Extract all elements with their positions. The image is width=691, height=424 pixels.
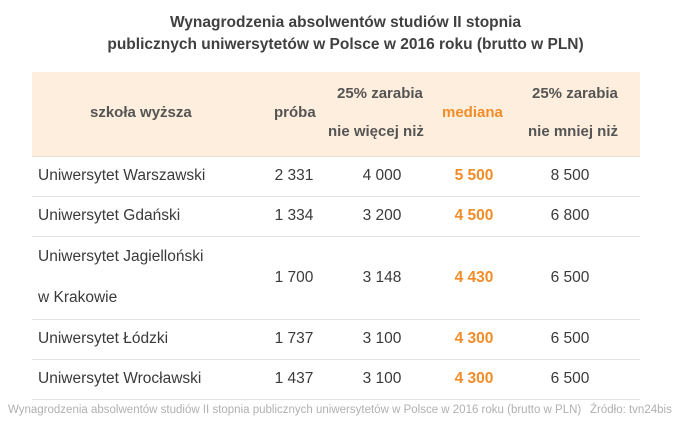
table-row: Uniwersytet Gdański 1 334 3 200 4 500 6 800 xyxy=(32,196,640,237)
school-name: Uniwersytet Wrocławski xyxy=(38,370,202,387)
title-line-2: publicznych uniwersytetów w Polsce w 201… xyxy=(107,36,584,53)
table-header: szkoła wyższa próba 25% zarabia nie więc… xyxy=(32,72,640,157)
header-school: szkoła wyższa xyxy=(90,104,192,121)
table-row: Uniwersytet Wrocławski 1 437 3 100 4 300 6 5… xyxy=(32,359,640,400)
header-p75-line2: nie mniej niż xyxy=(528,123,619,140)
sample-value: 1 700 xyxy=(274,269,314,286)
p75-value: 6 800 xyxy=(550,207,590,224)
sample-value: 1 737 xyxy=(274,330,314,347)
title-line-1: Wynagrodzenia absolwentów studiów II sto… xyxy=(169,14,522,31)
median-value: 4 500 xyxy=(454,207,494,224)
school-name-line2: w Krakowie xyxy=(38,289,118,306)
sample-value: 2 331 xyxy=(274,167,314,184)
header-p25-line1: 25% zarabia xyxy=(337,85,423,102)
table-row: Uniwersytet Warszawski 2 331 4 000 5 500 8 5… xyxy=(32,156,640,197)
header-p75-line1: 25% zarabia xyxy=(532,85,618,102)
footer-source: Źródło: tvn24bis xyxy=(590,404,672,416)
sample-value: 1 334 xyxy=(274,207,314,224)
sample-value: 1 437 xyxy=(274,370,314,387)
footer-caption: Wynagrodzenia absolwentów studiów II sto… xyxy=(8,404,582,416)
header-p25-line2: nie więcej niż xyxy=(328,123,424,140)
p25-value: 3 100 xyxy=(362,330,402,347)
table-row: Uniwersytet Łódzki 1 737 3 100 4 300 6 500 xyxy=(32,319,640,360)
school-name: Uniwersytet Gdański xyxy=(38,207,181,224)
school-name: Uniwersytet Łódzki xyxy=(38,330,169,347)
header-median: mediana xyxy=(442,104,503,121)
p75-value: 6 500 xyxy=(550,370,590,387)
p25-value: 3 100 xyxy=(362,370,402,387)
header-sample: próba xyxy=(274,104,316,121)
school-name: Uniwersytet Warszawski xyxy=(38,167,206,184)
median-value: 4 300 xyxy=(454,370,494,387)
p25-value: 3 200 xyxy=(362,207,402,224)
p75-value: 8 500 xyxy=(550,167,590,184)
school-name-line1: Uniwersytet Jagielloński xyxy=(38,248,204,265)
table-row: Uniwersytet Jagielloński w Krakowie 1 700 3… xyxy=(32,236,640,320)
median-value: 4 300 xyxy=(454,330,494,347)
p75-value: 6 500 xyxy=(550,330,590,347)
p25-value: 4 000 xyxy=(362,167,402,184)
chart-title: Wynagrodzenia absolwentów studiów II sto… xyxy=(0,12,691,56)
median-value: 4 430 xyxy=(454,269,494,286)
p75-value: 6 500 xyxy=(550,269,590,286)
median-value: 5 500 xyxy=(454,167,494,184)
p25-value: 3 148 xyxy=(362,269,402,286)
